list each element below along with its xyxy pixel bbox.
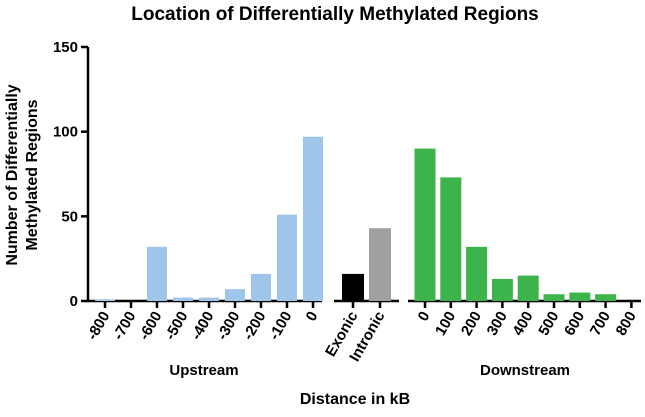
bar <box>199 297 219 301</box>
y-tick-label: 150 <box>53 39 78 56</box>
bar <box>491 278 513 301</box>
plot-area: 0 50 100 150 -800-700-600-500-400-300-200-10… <box>53 39 641 379</box>
x-tick-label: -300 <box>214 309 244 344</box>
bar <box>595 294 617 301</box>
x-tick-label: 400 <box>509 309 536 339</box>
group-label: Downstream <box>480 362 570 379</box>
bar <box>466 246 488 301</box>
bar <box>369 228 391 301</box>
y-tick-label: 0 <box>70 293 78 310</box>
x-tick-label: -400 <box>188 309 218 344</box>
bar <box>277 214 297 301</box>
bar <box>95 299 115 301</box>
bar <box>517 275 539 301</box>
x-tick-label: 100 <box>432 309 459 339</box>
x-tick-label: 700 <box>587 309 614 339</box>
bar <box>414 148 436 301</box>
bar <box>569 292 591 301</box>
x-tick-label: -800 <box>84 309 114 344</box>
x-tick-label: -200 <box>240 309 270 344</box>
x-tick-label: 200 <box>458 309 485 339</box>
x-tick-label: 300 <box>484 309 511 339</box>
x-tick-label: -100 <box>266 309 296 344</box>
x-tick-label: 800 <box>613 309 640 339</box>
x-tick-label: -500 <box>162 309 192 344</box>
bar <box>543 294 565 301</box>
bar <box>225 289 245 301</box>
bar <box>251 273 271 301</box>
y-tick-label: 100 <box>53 124 78 141</box>
x-axis-label: Distance in kB <box>300 391 410 408</box>
x-tick-label: -600 <box>136 309 166 344</box>
bar <box>342 273 364 301</box>
chart-title: Location of Differentially Methylated Re… <box>131 4 539 25</box>
bar <box>303 136 323 301</box>
x-tick-label: 600 <box>561 309 588 339</box>
bar <box>147 246 167 301</box>
bar <box>173 297 193 301</box>
x-tick-label: 0 <box>415 309 434 325</box>
y-axis-label-line-2: Methylated Regions <box>24 99 41 250</box>
bar <box>440 177 462 301</box>
group-label: Upstream <box>169 362 238 379</box>
x-tick-label: 0 <box>303 309 322 325</box>
y-axis-label-line-1: Number of Differentially <box>4 84 21 265</box>
x-tick-label: -700 <box>110 309 140 344</box>
y-tick-label: 50 <box>61 208 78 225</box>
x-tick-label: 500 <box>535 309 562 339</box>
